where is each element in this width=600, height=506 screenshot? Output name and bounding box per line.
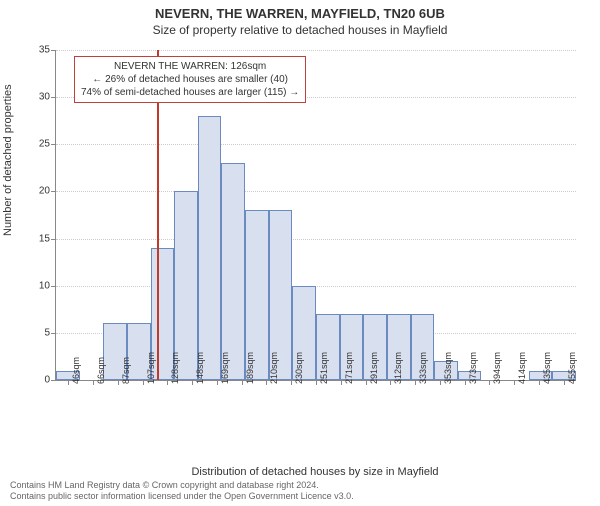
- xtick-label: 189sqm: [245, 352, 255, 384]
- info-box: NEVERN THE WARREN: 126sqm← 26% of detach…: [74, 56, 306, 103]
- xtick-label: 128sqm: [170, 352, 180, 384]
- histogram-bar: [221, 163, 245, 380]
- ytick-label: 20: [30, 186, 50, 197]
- gridline: [56, 239, 576, 240]
- xtick-mark: [489, 380, 490, 385]
- xtick-label: 414sqm: [517, 352, 527, 384]
- xtick-mark: [564, 380, 565, 385]
- xtick-label: 46sqm: [71, 357, 81, 384]
- xtick-label: 435sqm: [542, 352, 552, 384]
- ytick-mark: [51, 380, 56, 381]
- xtick-label: 455sqm: [567, 352, 577, 384]
- xtick-label: 291sqm: [369, 352, 379, 384]
- gridline: [56, 286, 576, 287]
- ytick-label: 5: [30, 327, 50, 338]
- xtick-mark: [465, 380, 466, 385]
- xtick-mark: [316, 380, 317, 385]
- ytick-label: 10: [30, 280, 50, 291]
- xtick-label: 333sqm: [418, 352, 428, 384]
- chart-area: 0510152025303546sqm66sqm87sqm107sqm128sq…: [55, 50, 575, 420]
- xtick-mark: [266, 380, 267, 385]
- xtick-mark: [93, 380, 94, 385]
- xtick-mark: [118, 380, 119, 385]
- chart-title-main: NEVERN, THE WARREN, MAYFIELD, TN20 6UB: [0, 6, 600, 21]
- histogram-bar: [198, 116, 222, 380]
- footer-note: Contains HM Land Registry data © Crown c…: [10, 480, 590, 502]
- ytick-label: 35: [30, 45, 50, 56]
- xtick-mark: [217, 380, 218, 385]
- gridline: [56, 191, 576, 192]
- ytick-label: 15: [30, 233, 50, 244]
- xtick-label: 230sqm: [294, 352, 304, 384]
- ytick-mark: [51, 286, 56, 287]
- ytick-mark: [51, 144, 56, 145]
- xtick-mark: [440, 380, 441, 385]
- gridline: [56, 50, 576, 51]
- footer-line-2: Contains public sector information licen…: [10, 491, 590, 502]
- xtick-label: 169sqm: [220, 352, 230, 384]
- ytick-label: 0: [30, 375, 50, 386]
- xtick-label: 353sqm: [443, 352, 453, 384]
- plot-region: 0510152025303546sqm66sqm87sqm107sqm128sq…: [55, 50, 576, 381]
- xtick-mark: [291, 380, 292, 385]
- xtick-mark: [390, 380, 391, 385]
- info-box-line-2: ← 26% of detached houses are smaller (40…: [81, 73, 299, 86]
- ytick-mark: [51, 50, 56, 51]
- info-box-line-3: 74% of semi-detached houses are larger (…: [81, 86, 299, 99]
- xtick-mark: [341, 380, 342, 385]
- footer-line-1: Contains HM Land Registry data © Crown c…: [10, 480, 590, 491]
- xtick-mark: [68, 380, 69, 385]
- xtick-label: 373sqm: [468, 352, 478, 384]
- xtick-mark: [366, 380, 367, 385]
- xtick-mark: [192, 380, 193, 385]
- gridline: [56, 144, 576, 145]
- xtick-mark: [539, 380, 540, 385]
- chart-title-sub: Size of property relative to detached ho…: [0, 23, 600, 37]
- xtick-mark: [167, 380, 168, 385]
- xtick-mark: [415, 380, 416, 385]
- xtick-label: 66sqm: [96, 357, 106, 384]
- info-box-line-1: NEVERN THE WARREN: 126sqm: [81, 60, 299, 73]
- ytick-mark: [51, 239, 56, 240]
- xtick-mark: [242, 380, 243, 385]
- xtick-label: 251sqm: [319, 352, 329, 384]
- xtick-label: 107sqm: [146, 352, 156, 384]
- xtick-label: 87sqm: [121, 357, 131, 384]
- ytick-mark: [51, 97, 56, 98]
- ytick-mark: [51, 191, 56, 192]
- xtick-label: 394sqm: [492, 352, 502, 384]
- xtick-label: 148sqm: [195, 352, 205, 384]
- ytick-label: 25: [30, 139, 50, 150]
- xtick-label: 210sqm: [269, 352, 279, 384]
- ytick-label: 30: [30, 92, 50, 103]
- xtick-label: 271sqm: [344, 352, 354, 384]
- ytick-mark: [51, 333, 56, 334]
- y-axis-label: Number of detached properties: [2, 84, 14, 236]
- xtick-label: 312sqm: [393, 352, 403, 384]
- xtick-mark: [514, 380, 515, 385]
- xtick-mark: [143, 380, 144, 385]
- x-axis-label: Distribution of detached houses by size …: [55, 466, 575, 478]
